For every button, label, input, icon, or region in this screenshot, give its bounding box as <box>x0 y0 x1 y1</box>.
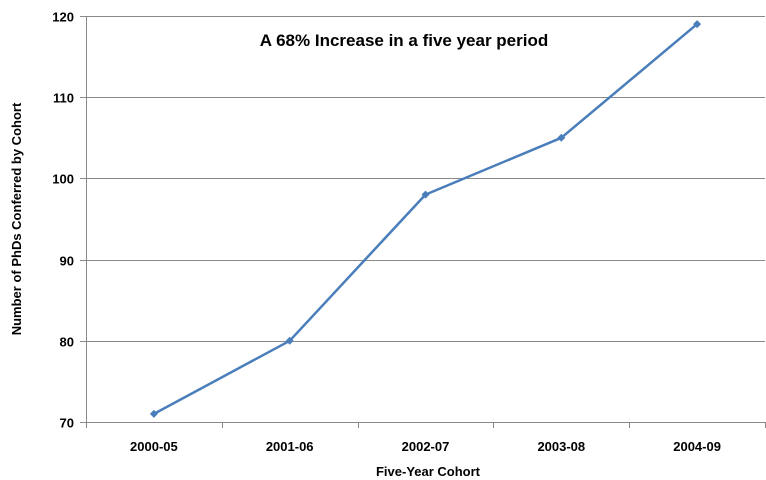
x-tick-label: 2002-07 <box>402 439 450 454</box>
y-tick-label: 110 <box>53 91 74 106</box>
data-point <box>557 133 566 142</box>
y-tick-label: 90 <box>60 254 74 269</box>
data-point <box>693 20 702 29</box>
y-tick-label: 70 <box>60 416 74 431</box>
y-tick-label: 120 <box>52 10 74 25</box>
chart-title: A 68% Increase in a five year period <box>260 31 549 50</box>
x-axis-title: Five-Year Cohort <box>376 464 481 479</box>
x-axis-tick-labels: 2000-05 2001-06 2002-07 2003-08 2004-09 <box>130 439 721 454</box>
y-tick-label: 80 <box>60 335 74 350</box>
y-tick-label: 100 <box>52 172 74 187</box>
x-tick-label: 2004-09 <box>673 439 721 454</box>
x-tick-label: 2000-05 <box>130 439 178 454</box>
y-axis-tick-labels: 70 80 90 100 110 120 <box>52 10 74 431</box>
x-tick-label: 2001-06 <box>266 439 314 454</box>
data-series <box>149 20 702 418</box>
series-line <box>153 23 698 416</box>
y-axis-title: Number of PhDs Conferred by Cohort <box>9 102 24 335</box>
axes <box>80 16 766 428</box>
data-point <box>149 409 158 418</box>
x-tick-label: 2003-08 <box>537 439 585 454</box>
data-point <box>421 190 430 199</box>
data-point <box>285 336 294 345</box>
gridlines <box>86 16 765 342</box>
